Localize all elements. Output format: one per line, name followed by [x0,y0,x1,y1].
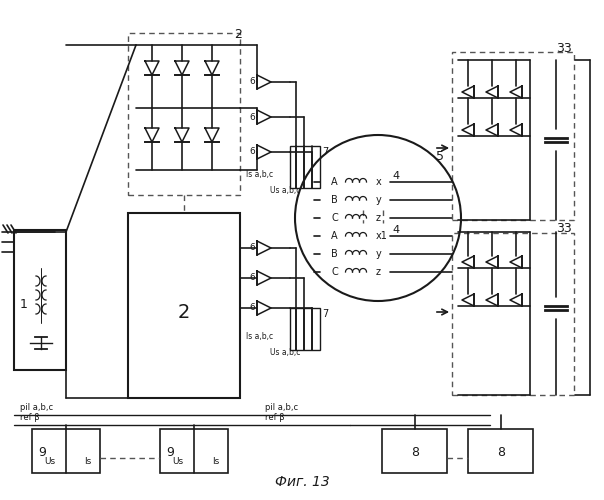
Text: z: z [376,267,381,277]
Text: y: y [376,195,382,205]
Text: ref β: ref β [265,414,284,422]
Bar [382,429,447,473]
Text: Us a,b,c: Us a,b,c [270,348,300,356]
Text: 33: 33 [556,222,572,234]
Text: ref β: ref β [20,414,40,422]
Bar [290,146,320,188]
Text: pil a,b,c: pil a,b,c [265,404,298,412]
Text: 33: 33 [556,42,572,54]
Text: 6: 6 [249,304,255,312]
Text: z: z [376,213,381,223]
Text: x: x [376,177,382,187]
Bar [128,213,240,398]
Bar [468,429,533,473]
Text: 9: 9 [38,446,46,460]
Text: C: C [331,213,338,223]
Text: 8: 8 [411,446,419,460]
Bar [452,233,574,395]
Text: B: B [331,195,338,205]
Text: A: A [332,231,338,241]
Text: 2: 2 [178,302,190,322]
Text: 6: 6 [249,112,255,122]
Bar [14,230,66,370]
Bar [160,429,228,473]
Text: 4: 4 [393,171,400,181]
Text: Us a,b,c: Us a,b,c [270,186,300,194]
Text: 6: 6 [249,274,255,282]
Bar [32,429,100,473]
Text: Is a,b,c: Is a,b,c [246,170,273,178]
Text: 8: 8 [497,446,505,460]
Text: y: y [376,249,382,259]
Text: 1: 1 [20,298,28,312]
Text: 7: 7 [322,147,328,157]
Bar [128,33,240,195]
Text: 2: 2 [234,28,242,42]
Text: Us: Us [44,458,55,466]
Bar [452,52,574,220]
Text: Фиг. 13: Фиг. 13 [275,475,329,489]
Text: 7: 7 [322,309,328,319]
Text: 5: 5 [436,150,444,162]
Text: Is: Is [212,458,219,466]
Text: 6: 6 [249,148,255,156]
Text: 6: 6 [249,78,255,86]
Text: pil a,b,c: pil a,b,c [20,404,53,412]
Text: Us: Us [172,458,183,466]
Text: Is a,b,c: Is a,b,c [246,332,273,340]
Text: 9: 9 [166,446,174,460]
Text: C: C [331,267,338,277]
Text: 6: 6 [249,244,255,252]
Text: Is: Is [84,458,91,466]
Text: 4: 4 [393,225,400,235]
Bar [290,308,320,350]
Text: B: B [331,249,338,259]
Text: x1: x1 [376,231,388,241]
Text: A: A [332,177,338,187]
